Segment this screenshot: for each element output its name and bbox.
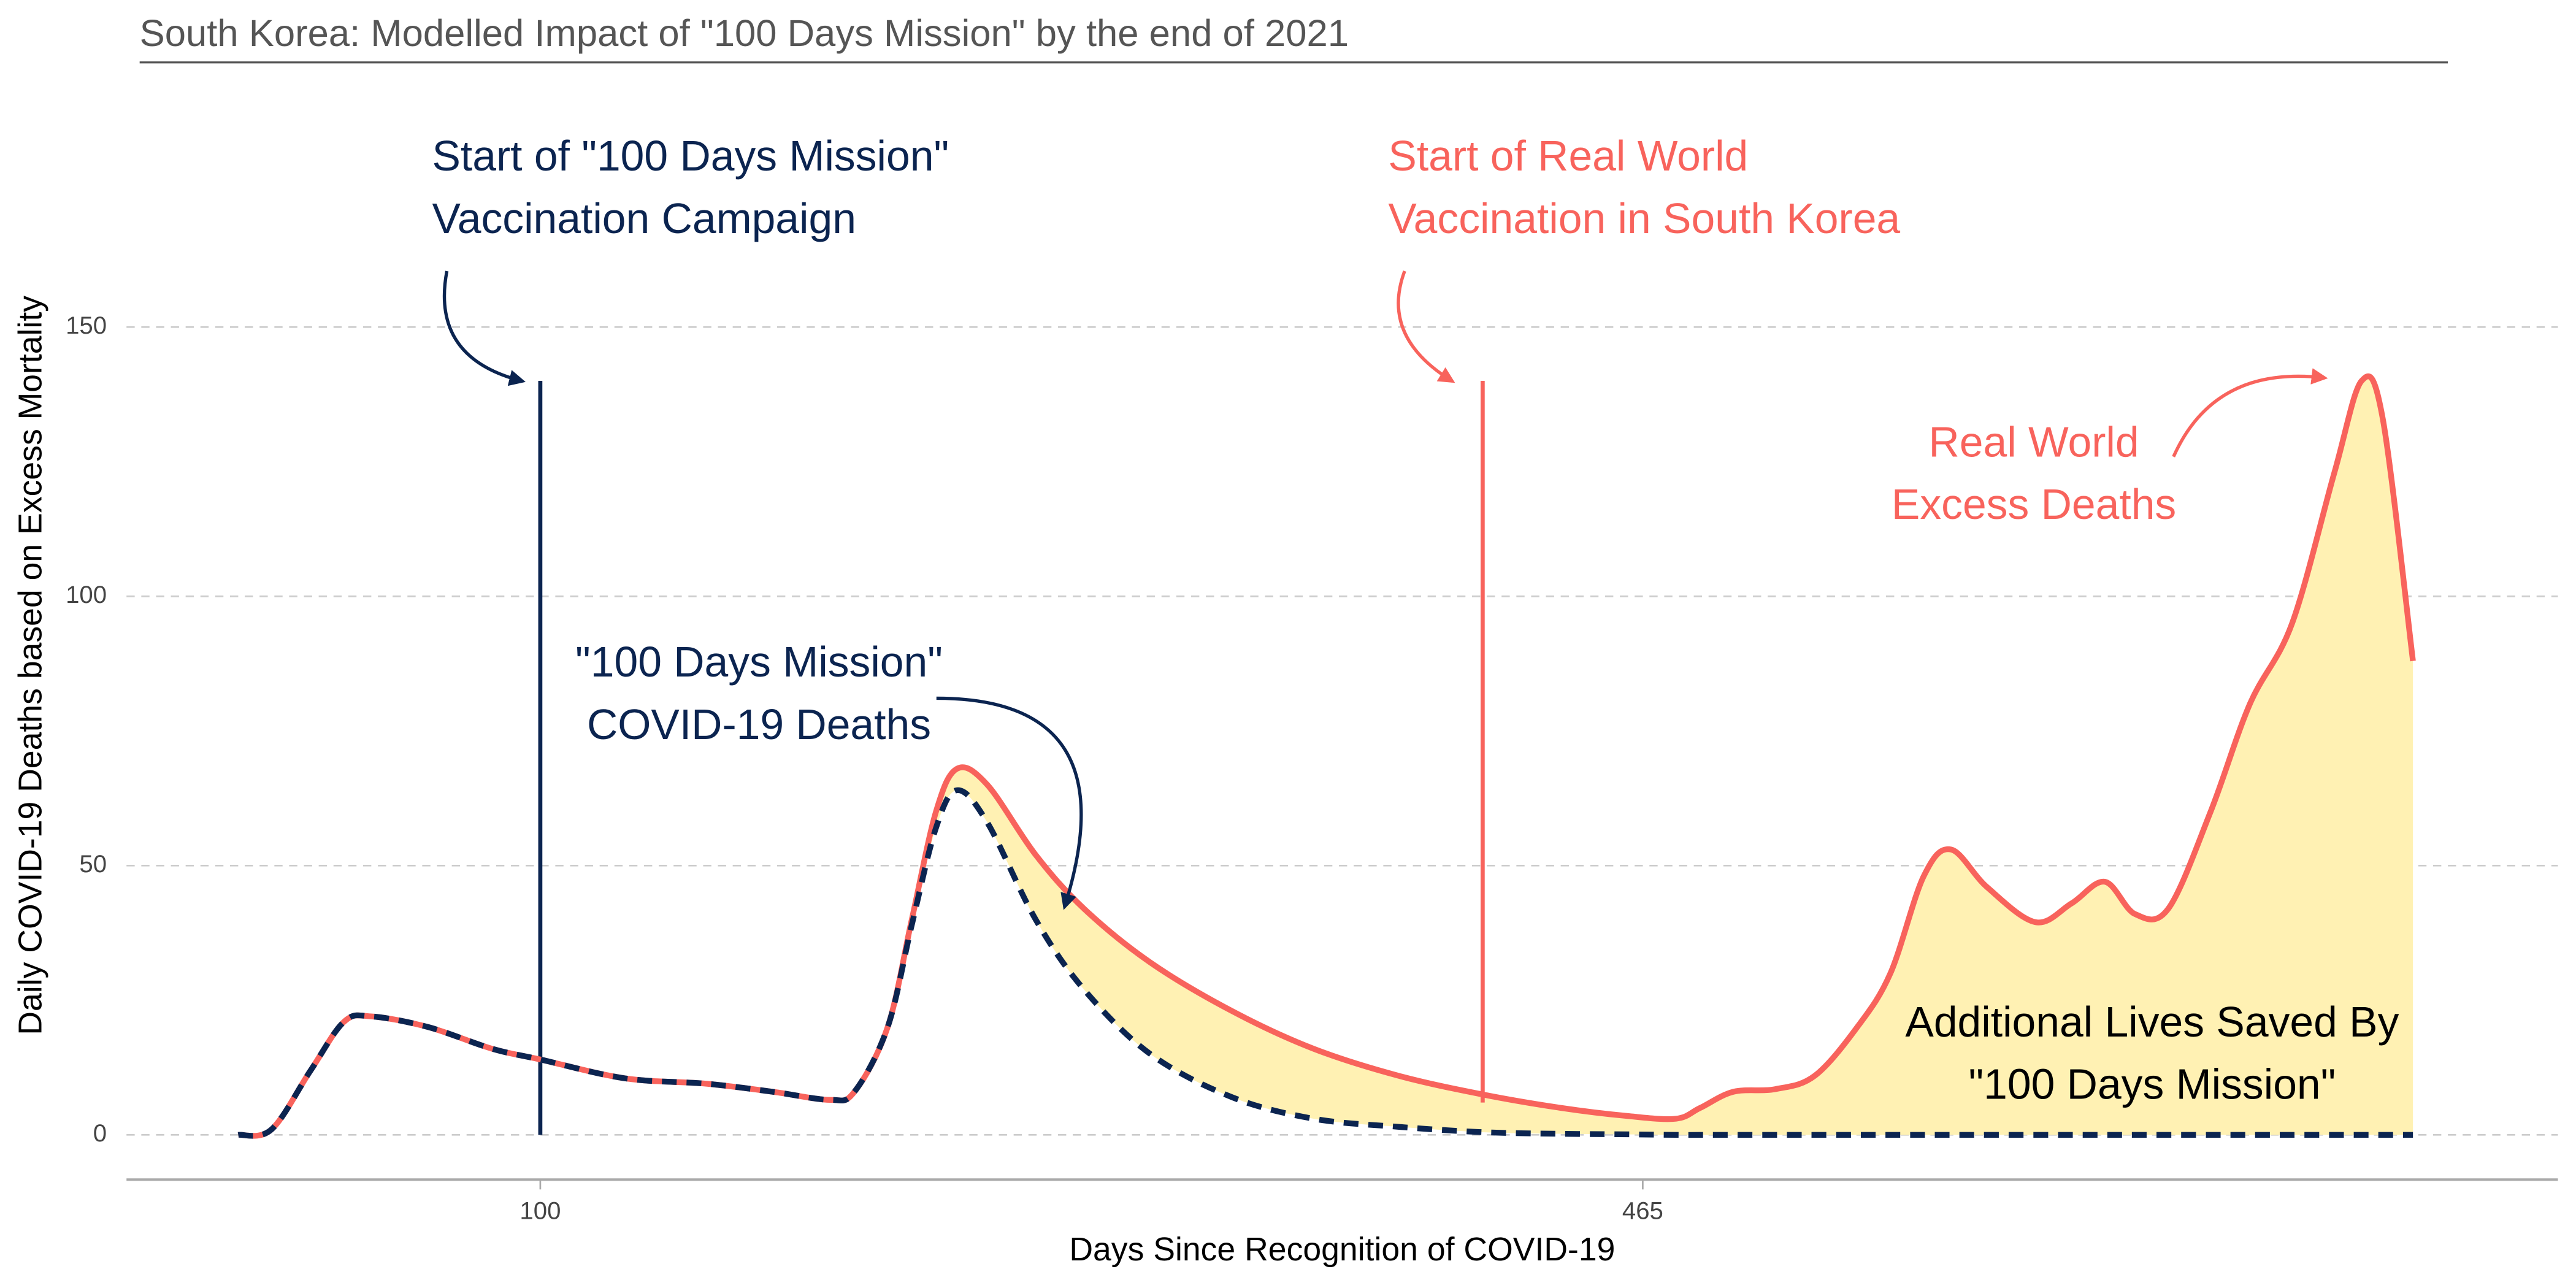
annotation: Excess Deaths [1892, 480, 2176, 528]
arrow [1397, 270, 1455, 383]
y-tick-label: 50 [79, 850, 107, 878]
annotation: Real World [1929, 418, 2139, 466]
y-tick-label: 0 [93, 1119, 107, 1147]
x-tick-label: 465 [1622, 1197, 1663, 1224]
arrow [442, 270, 526, 386]
y-axis-label: Daily COVID-19 Deaths based on Excess Mo… [13, 296, 49, 1035]
annotation: COVID-19 Deaths [587, 700, 931, 748]
arrow [2172, 368, 2328, 458]
y-tick-label: 100 [66, 581, 107, 608]
series-line [237, 787, 2413, 1139]
annotation: Vaccination Campaign [432, 194, 856, 242]
annotation: "100 Days Mission" [1968, 1060, 2336, 1108]
saved-area [238, 376, 2413, 1136]
y-tick-label: 150 [66, 312, 107, 339]
x-axis-label: Days Since Recognition of COVID-19 [1069, 1232, 1615, 1268]
annotation: "100 Days Mission" [575, 638, 943, 686]
series-line [237, 373, 2416, 1139]
annotation: Start of "100 Days Mission" [432, 132, 949, 180]
arrow [936, 696, 1083, 910]
annotation: Additional Lives Saved By [1905, 998, 2399, 1046]
annotation: Vaccination in South Korea [1388, 194, 1900, 242]
chart-title: South Korea: Modelled Impact of "100 Day… [140, 12, 1349, 55]
x-tick-label: 100 [519, 1197, 561, 1224]
annotation: Start of Real World [1388, 132, 1748, 180]
